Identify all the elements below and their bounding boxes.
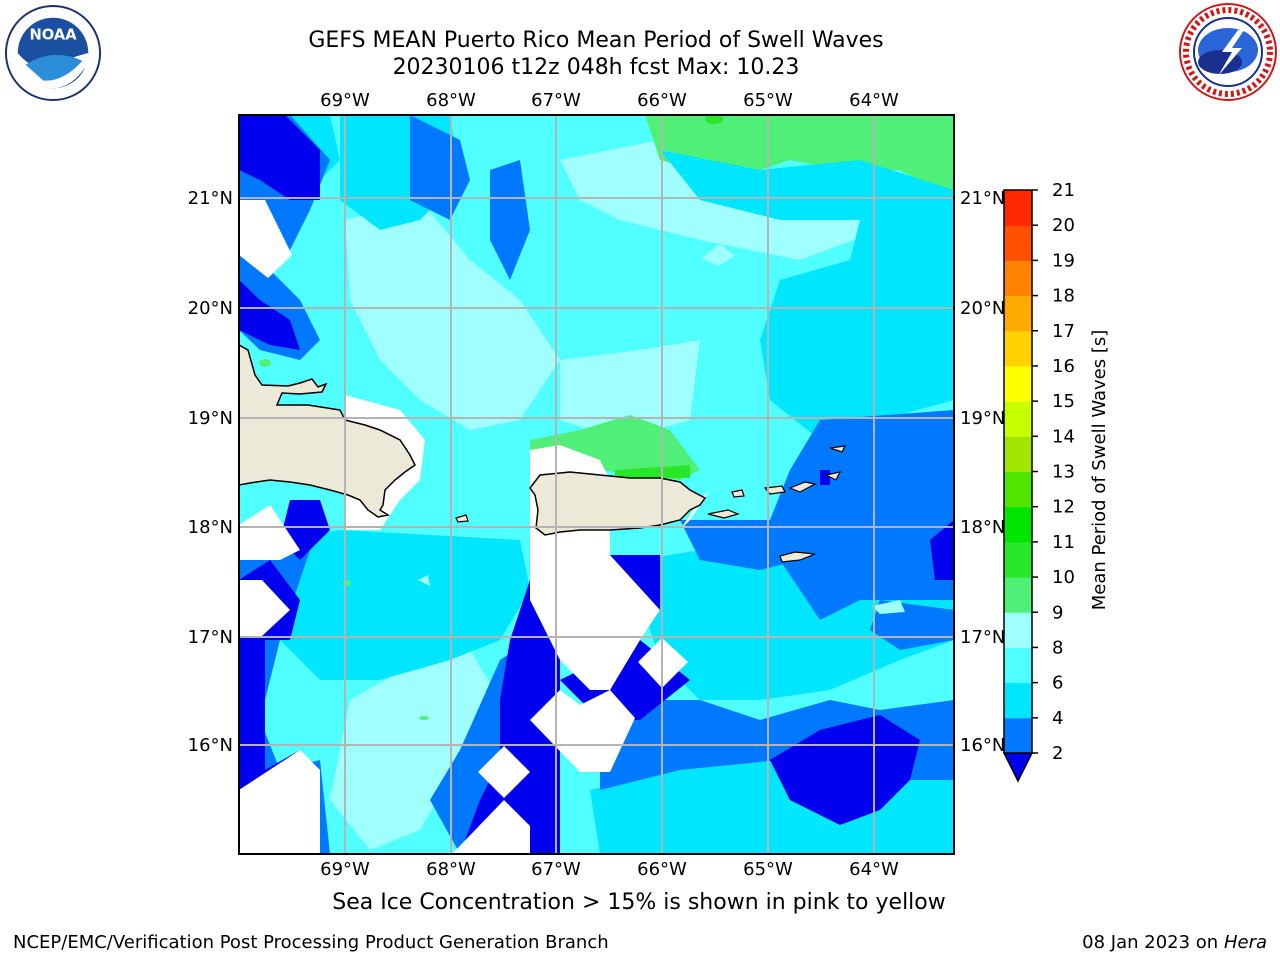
lat-label: 16°N [960, 735, 1005, 756]
lat-label: 19°N [960, 408, 1005, 429]
lon-label: 67°W [531, 90, 581, 111]
colorbar-bin [1004, 190, 1032, 226]
colorbar-tick-label: 18 [1052, 286, 1075, 307]
colorbar-bin [1004, 295, 1032, 332]
chart-subtitle: 20230106 t12z 048h fcst Max: 10.23 [392, 55, 800, 80]
lon-label: 66°W [637, 90, 687, 111]
footer-date: 08 Jan 2023 on Hera [1082, 932, 1267, 953]
colorbar-bin [1004, 401, 1032, 437]
colorbar-tick-label: 10 [1052, 567, 1075, 588]
contour-field [239, 115, 954, 854]
lon-labels-top: 69°W 68°W 67°W 66°W 65°W 64°W [320, 90, 899, 111]
colorbar-bin [1004, 717, 1032, 754]
lat-label: 18°N [960, 517, 1005, 538]
footer-machine: Hera [1223, 932, 1267, 953]
lat-label: 21°N [960, 188, 1005, 209]
lat-label: 21°N [188, 188, 233, 209]
lon-label: 64°W [849, 859, 899, 880]
lat-label: 19°N [188, 408, 233, 429]
noaa-logo: NOAA [4, 4, 102, 102]
colorbar-bin [1004, 541, 1032, 578]
colorbar-tick-label: 15 [1052, 391, 1075, 412]
hispaniola-land [239, 344, 416, 518]
lat-label: 16°N [188, 735, 233, 756]
lat-labels-left: 21°N 20°N 19°N 18°N 17°N 16°N [188, 188, 233, 756]
colorbar-tick-label: 11 [1052, 532, 1075, 553]
lat-label: 20°N [188, 298, 233, 319]
lon-label: 68°W [426, 90, 476, 111]
map-frame [238, 114, 955, 855]
colorbar-bin [1004, 436, 1032, 472]
colorbar-bin [1004, 260, 1032, 297]
colorbar-tick-label: 8 [1052, 637, 1063, 658]
lon-label: 65°W [743, 859, 793, 880]
colorbar-bin [1004, 682, 1032, 719]
footer-date-text: 08 Jan 2023 on [1082, 932, 1224, 953]
chart-title: GEFS MEAN Puerto Rico Mean Period of Swe… [308, 28, 884, 53]
lat-label: 17°N [188, 627, 233, 648]
colorbar-tick-label: 21 [1052, 180, 1075, 201]
colorbar-tick-label: 6 [1052, 673, 1063, 694]
colorbar-tick-label: 12 [1052, 497, 1075, 518]
footer-credit: NCEP/EMC/Verification Post Processing Pr… [13, 932, 609, 953]
lon-labels-bottom: 69°W 68°W 67°W 66°W 65°W 64°W [320, 859, 899, 880]
lat-labels-right: 21°N 20°N 19°N 18°N 17°N 16°N [960, 188, 1005, 756]
colorbar-tick-label: 4 [1052, 708, 1063, 729]
colorbar-bin [1004, 225, 1032, 261]
lon-label: 68°W [426, 859, 476, 880]
colorbar-bin [1004, 612, 1032, 648]
colorbar-tick-label: 13 [1052, 462, 1075, 483]
colorbar-bin [1004, 506, 1032, 543]
lat-label: 17°N [960, 627, 1005, 648]
colorbar-extend-triangle [1002, 752, 1034, 783]
sea-ice-caption: Sea Ice Concentration > 15% is shown in … [332, 890, 946, 915]
colorbar-tick-label: 19 [1052, 250, 1075, 271]
colorbar-tick-label: 14 [1052, 426, 1075, 447]
colorbar-bin [1004, 647, 1032, 684]
colorbar-bin [1004, 577, 1032, 613]
colorbar-tick-label: 17 [1052, 321, 1075, 342]
lon-label: 65°W [743, 90, 793, 111]
lon-label: 69°W [320, 90, 370, 111]
colorbar-bin [1004, 471, 1032, 508]
lat-label: 20°N [960, 298, 1005, 319]
svg-text:NOAA: NOAA [29, 26, 77, 43]
colorbar-tick-label: 16 [1052, 356, 1075, 377]
colorbar: 2 4 6 8 9 10 11 12 13 14 15 16 17 18 19 20 21 [1002, 180, 1075, 783]
lon-label: 66°W [637, 859, 687, 880]
colorbar-tick-label: 9 [1052, 602, 1063, 623]
lat-label: 18°N [188, 517, 233, 538]
lon-label: 64°W [849, 90, 899, 111]
national-weather-service-logo [1179, 3, 1277, 101]
graticule [239, 115, 954, 854]
colorbar-bin [1004, 330, 1032, 367]
lon-label: 69°W [320, 859, 370, 880]
colorbar-label: Mean Period of Swell Waves [s] [1089, 330, 1110, 611]
lon-label: 67°W [531, 859, 581, 880]
colorbar-tick-label: 20 [1052, 215, 1075, 236]
colorbar-bin [1004, 365, 1032, 402]
colorbar-tick-label: 2 [1052, 743, 1063, 764]
